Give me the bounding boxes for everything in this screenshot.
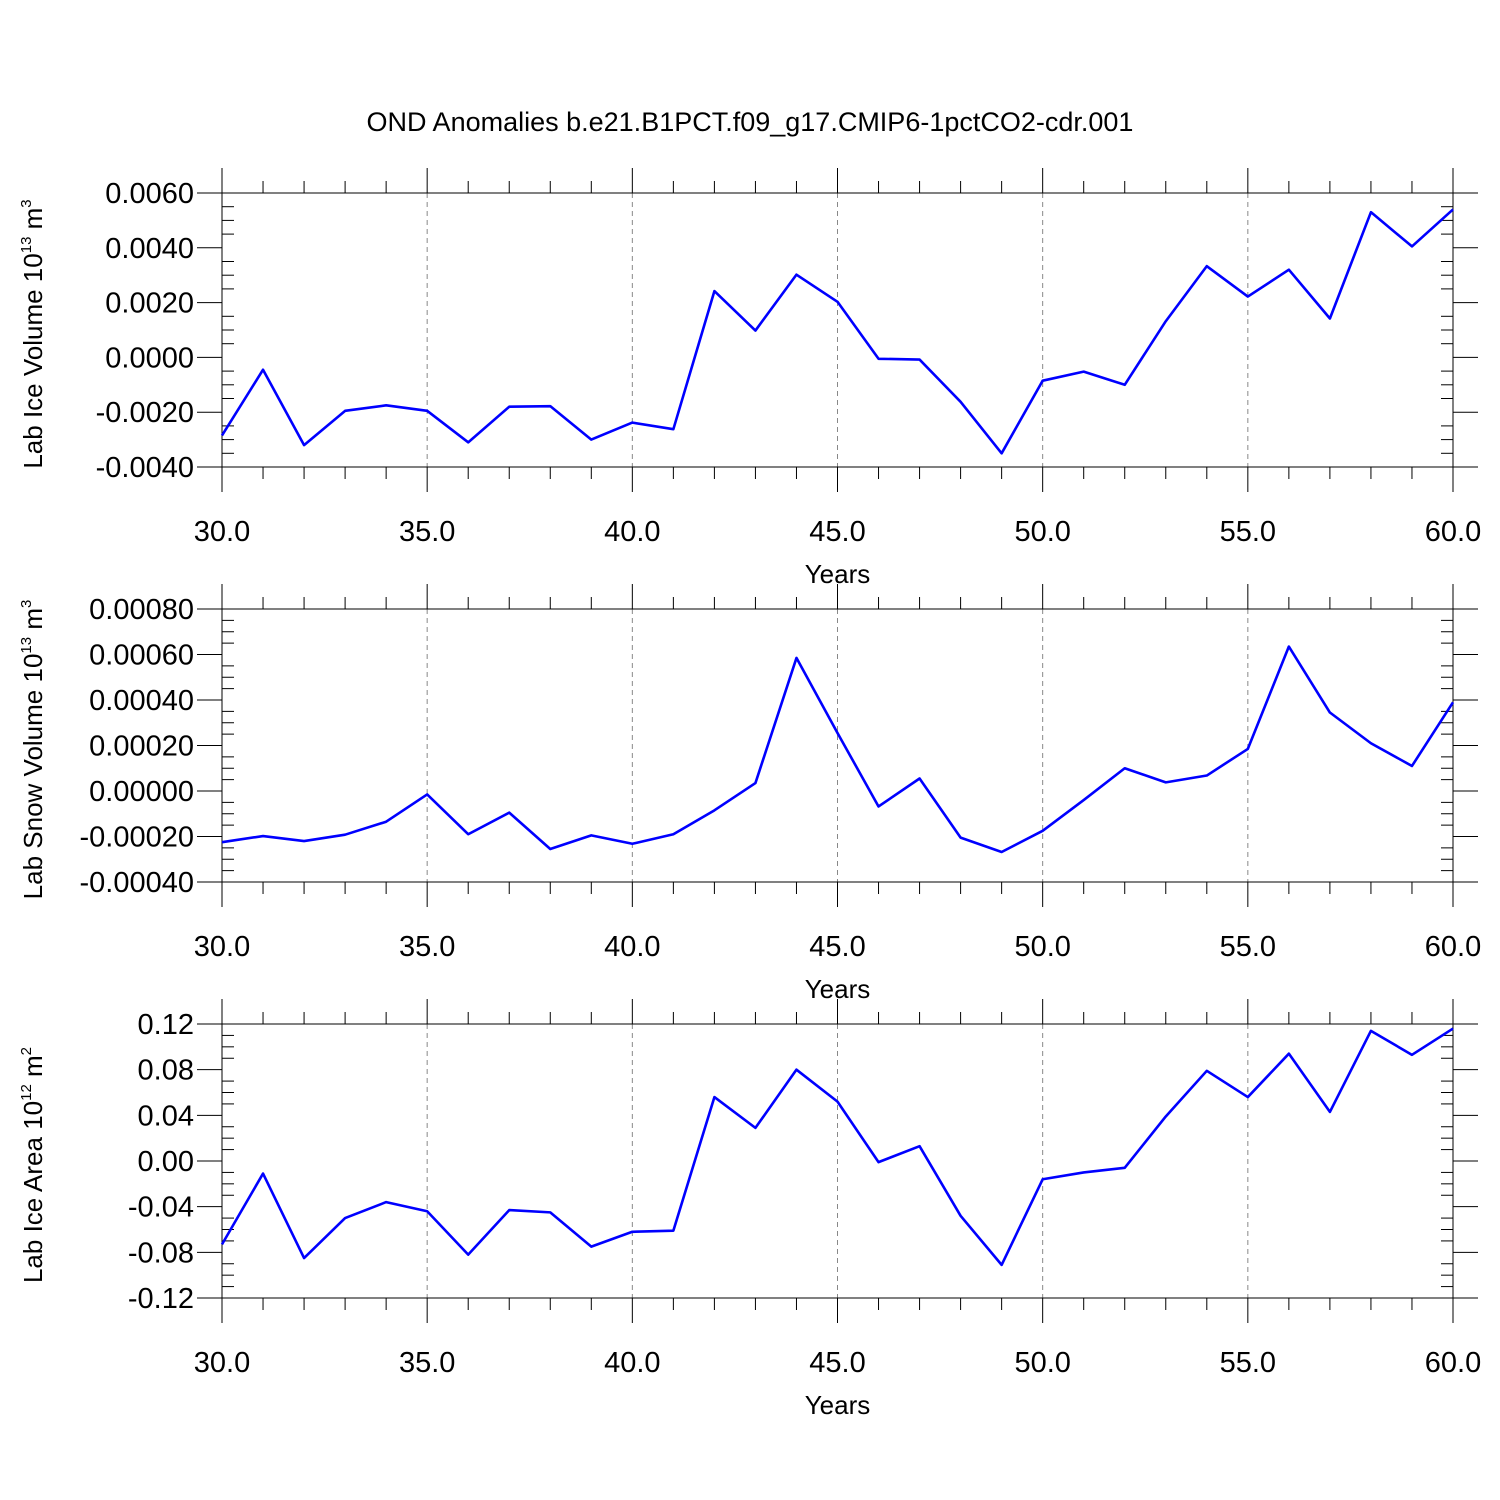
x-tick-label: 55.0 [1220, 516, 1276, 548]
y-tick-label: -0.0020 [96, 397, 194, 429]
y-tick-label: 0.00060 [89, 640, 194, 672]
x-tick-label: 35.0 [399, 516, 455, 548]
y-tick-label: 0.00020 [89, 731, 194, 763]
y-tick-label: 0.00000 [89, 776, 194, 808]
x-tick-label: 30.0 [194, 516, 250, 548]
y-tick-label: -0.04 [128, 1192, 194, 1224]
y-axis-title: Lab Snow Volume 1013 m3 [18, 600, 48, 900]
y-tick-label: 0.0020 [105, 288, 194, 320]
x-tick-label: 50.0 [1014, 931, 1070, 963]
x-axis-title: Years [805, 1390, 871, 1420]
y-tick-label: 0.00040 [89, 685, 194, 717]
x-tick-label: 55.0 [1220, 1347, 1276, 1379]
lab-ice-area-line [220, 1027, 1454, 1267]
x-tick-label: 50.0 [1014, 1347, 1070, 1379]
y-tick-label: 0.00 [138, 1146, 194, 1178]
y-tick-label: 0.08 [138, 1055, 194, 1087]
y-tick-label: 0.04 [138, 1100, 194, 1132]
y-tick-label: -0.08 [128, 1237, 194, 1269]
x-tick-label: 60.0 [1425, 931, 1481, 963]
lab-snow-volume-line [221, 645, 1455, 854]
y-axis-title: Lab Ice Volume 1013 m3 [18, 199, 48, 468]
x-tick-label: 30.0 [194, 931, 250, 963]
y-tick-label: 0.0060 [105, 178, 194, 210]
figure-title: OND Anomalies b.e21.B1PCT.f09_g17.CMIP6-… [367, 107, 1134, 137]
x-tick-label: 40.0 [604, 931, 660, 963]
y-tick-label: 0.00080 [89, 594, 194, 626]
x-tick-label: 60.0 [1425, 1347, 1481, 1379]
lab-snow-volume-panel: -0.00040 -0.00020 0.00000 0.00020 0.00040 0.0… [18, 584, 1481, 1004]
x-tick-label: 40.0 [604, 1347, 660, 1379]
x-tick-label: 45.0 [809, 931, 865, 963]
y-tick-label: 0.0040 [105, 233, 194, 265]
x-tick-label: 60.0 [1425, 516, 1481, 548]
x-tick-label: 50.0 [1014, 516, 1070, 548]
x-tick-label: 30.0 [194, 1347, 250, 1379]
lab-ice-volume-line [220, 208, 1454, 455]
lab-ice-area-panel: -0.12 -0.08 -0.04 0.00 0.04 0.08 0.12 30.0 35.0 4… [18, 999, 1481, 1420]
x-tick-label: 35.0 [399, 1347, 455, 1379]
y-tick-label: -0.0040 [96, 452, 194, 484]
y-tick-label: 0.0000 [105, 342, 194, 374]
y-tick-label: -0.00020 [80, 822, 195, 854]
y-tick-label: -0.00040 [80, 867, 195, 899]
x-tick-label: 35.0 [399, 931, 455, 963]
y-axis-title: Lab Ice Area 1012 m2 [18, 1047, 48, 1283]
x-tick-label: 55.0 [1220, 931, 1276, 963]
lab-ice-volume-panel: -0.0040 -0.0020 0.0000 0.0020 0.0040 0.0060 30… [18, 168, 1481, 589]
x-tick-label: 45.0 [809, 1347, 865, 1379]
y-tick-label: -0.12 [128, 1283, 194, 1315]
x-tick-label: 45.0 [809, 516, 865, 548]
y-tick-label: 0.12 [138, 1009, 194, 1041]
x-tick-label: 40.0 [604, 516, 660, 548]
